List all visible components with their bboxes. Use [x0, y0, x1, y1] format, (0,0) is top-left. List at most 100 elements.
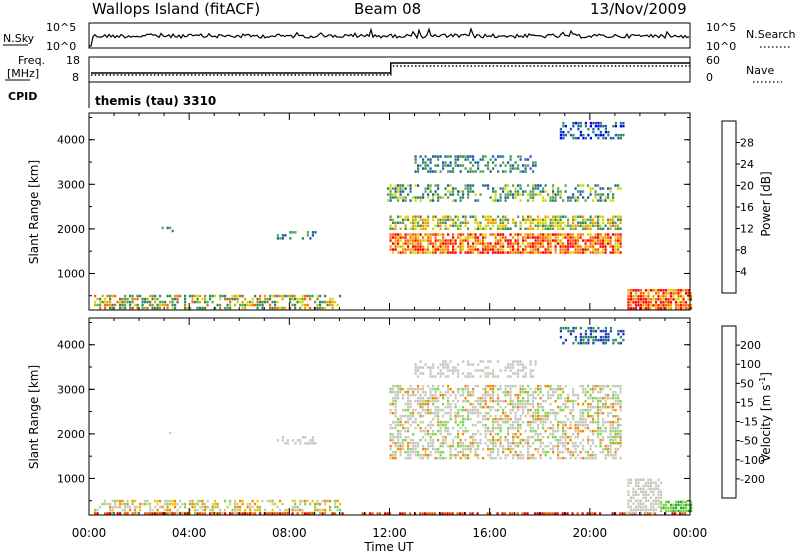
range-cell — [534, 414, 537, 418]
range-cell — [574, 251, 577, 254]
range-cell — [599, 227, 602, 230]
range-cell — [276, 505, 279, 509]
range-cell — [334, 499, 337, 503]
range-cell — [569, 329, 572, 333]
range-cell — [659, 301, 663, 304]
range-cell — [522, 411, 525, 415]
range-cell — [567, 417, 570, 421]
range-cell — [579, 221, 582, 224]
range-cell — [414, 387, 417, 391]
range-cell — [412, 387, 415, 391]
range-cell — [614, 227, 617, 230]
range-cell — [424, 512, 427, 515]
range-cell — [544, 218, 547, 221]
range-cell — [404, 187, 407, 190]
range-cell — [529, 218, 532, 221]
range-cell — [412, 251, 415, 254]
range-cell — [690, 503, 693, 507]
range-cell — [509, 402, 512, 406]
range-cell — [479, 402, 482, 406]
range-cell — [579, 411, 582, 415]
range-cell — [537, 218, 540, 221]
range-cell — [544, 236, 547, 239]
range-cell — [409, 411, 412, 415]
range-cell — [627, 295, 630, 298]
range-cell — [489, 233, 492, 236]
range-cell — [201, 297, 204, 301]
range-cell — [294, 306, 297, 310]
range-cell — [564, 423, 567, 427]
range-cell — [472, 432, 475, 436]
range-cell — [509, 227, 512, 230]
range-cell — [397, 420, 400, 424]
range-cell — [111, 511, 114, 515]
range-cell — [679, 307, 683, 310]
range-cell — [644, 511, 648, 514]
range-cell — [527, 233, 530, 236]
range-cell — [459, 236, 462, 239]
range-cell — [434, 242, 437, 245]
range-cell — [276, 306, 279, 310]
range-cell — [632, 508, 635, 511]
range-cell — [246, 502, 249, 506]
range-cell — [674, 301, 678, 304]
range-cell — [404, 450, 407, 454]
range-cell — [589, 251, 592, 254]
range-cell — [599, 251, 602, 254]
range-cell — [452, 248, 455, 251]
range-cell — [204, 294, 207, 298]
range-cell — [574, 136, 577, 140]
range-cell — [647, 289, 650, 292]
range-cell — [271, 499, 274, 503]
range-cell — [472, 405, 475, 409]
range-cell — [452, 426, 455, 430]
range-cell — [454, 411, 457, 415]
range-cell — [484, 423, 487, 427]
range-cell — [612, 423, 615, 427]
range-cell — [424, 393, 427, 397]
range-cell — [96, 512, 99, 515]
range-cell — [497, 426, 500, 430]
range-cell — [442, 167, 445, 170]
range-cell — [161, 300, 164, 304]
range-cell — [444, 221, 447, 224]
range-cell — [447, 218, 450, 221]
range-cell — [414, 393, 417, 397]
range-cell — [442, 435, 445, 439]
range-cell — [449, 190, 452, 193]
range-cell — [407, 408, 410, 412]
range-cell — [557, 429, 560, 433]
range-cell — [121, 300, 124, 304]
range-cell — [582, 338, 585, 342]
range-cell — [649, 508, 653, 511]
range-cell — [614, 221, 617, 224]
range-cell — [494, 218, 497, 221]
range-cell — [447, 155, 450, 158]
range-cell — [424, 190, 427, 193]
range-cell — [679, 512, 682, 515]
range-cell — [392, 187, 395, 190]
range-cell — [587, 441, 590, 445]
range-cell — [587, 338, 590, 342]
range-cell — [512, 456, 515, 460]
range-cell — [622, 329, 625, 333]
range-cell — [597, 224, 600, 227]
range-cell — [301, 436, 304, 439]
range-cell — [477, 161, 480, 164]
range-cell — [417, 221, 420, 224]
range-cell — [484, 164, 487, 167]
range-cell — [286, 439, 289, 442]
range-cell — [259, 512, 262, 515]
range-cell — [492, 426, 495, 430]
range-cell — [156, 508, 159, 512]
range-cell — [304, 294, 307, 298]
range-cell — [409, 187, 412, 190]
range-cell — [219, 508, 222, 512]
range-cell — [329, 303, 332, 307]
range-cell — [429, 408, 432, 412]
range-cell — [116, 300, 119, 304]
range-cell — [647, 295, 650, 298]
range-cell — [467, 236, 470, 239]
range-cell — [472, 393, 475, 397]
range-cell — [602, 215, 605, 218]
